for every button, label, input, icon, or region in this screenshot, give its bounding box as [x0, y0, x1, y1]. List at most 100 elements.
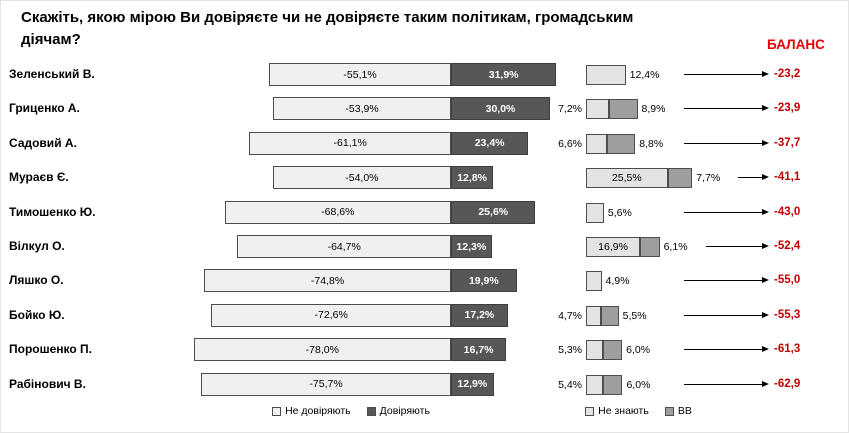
- legend-item-dont-know: Не знають: [585, 405, 649, 417]
- balance-value: -41,1: [774, 171, 801, 184]
- dont-know-label: 6,6%: [558, 137, 582, 150]
- dont-know-segment: [586, 374, 604, 395]
- politician-name: Вілкул О.: [9, 239, 65, 253]
- arrow-icon: [684, 208, 769, 215]
- vv-label: 8,9%: [641, 103, 666, 116]
- politician-name: Тимошенко Ю.: [9, 204, 96, 219]
- trust-bar: 12,8%: [451, 166, 494, 190]
- dont-know-segment: 16,9%: [586, 237, 641, 257]
- dont-know-label: 4,7%: [558, 309, 582, 322]
- arrow-icon: [684, 277, 769, 284]
- legend-label-trust: Довіряють: [379, 405, 430, 417]
- dont-know-label: 5,6%: [607, 206, 632, 219]
- chart-row: Садовий А. -61,1% 23,4% 6,6% 8,8% -37,7: [1, 127, 848, 161]
- distrust-swatch: [272, 406, 282, 416]
- vv-label: 7,7%: [696, 172, 721, 185]
- trust-bar: 31,9%: [451, 63, 557, 86]
- legend-item-distrust: Не довіряють: [272, 405, 351, 417]
- dont-know-segment: [586, 202, 604, 223]
- dont-know-label: 5,4%: [558, 378, 582, 391]
- dont-know-label: 5,3%: [558, 344, 582, 357]
- chart-row: Рабінович В. -75,7% 12,9% 5,4% 6,0% -62,9: [1, 368, 848, 402]
- distrust-bar: -75,7%: [201, 372, 451, 396]
- vv-swatch: [664, 406, 674, 416]
- legend-item-trust: Довіряють: [366, 405, 430, 417]
- dont-know-label: 12,4%: [629, 69, 660, 81]
- politician-name: Рабінович В.: [9, 376, 86, 391]
- dont-know-segment: [586, 65, 626, 85]
- arrow-icon: [705, 243, 770, 249]
- vv-label: 6,1%: [663, 241, 688, 253]
- balance-value: -37,7: [774, 136, 801, 149]
- vv-segment: [603, 374, 623, 395]
- politician-name: Бойко Ю.: [9, 307, 65, 322]
- distrust-bar: -78,0%: [193, 338, 451, 362]
- arrow-icon: [684, 346, 769, 353]
- distrust-bar: -53,9%: [273, 97, 451, 121]
- legend-label-dont-know: Не знають: [598, 405, 649, 417]
- politician-name: Садовий А.: [9, 135, 77, 150]
- trust-bar: 16,7%: [451, 338, 507, 362]
- balance-value: -55,3: [774, 308, 801, 321]
- trust-bar: 30,0%: [451, 97, 550, 121]
- distrust-bar: -64,7%: [237, 235, 451, 258]
- chart-row: Бойко Ю. -72,6% 17,2% 4,7% 5,5% -55,3: [1, 299, 848, 333]
- balance-value: -55,0: [774, 274, 801, 287]
- chart-row: Порошенко П. -78,0% 16,7% 5,3% 6,0% -61,3: [1, 333, 848, 367]
- vv-label: 5,5%: [622, 309, 647, 322]
- dont-know-label: 4,9%: [605, 275, 630, 288]
- arrow-icon: [684, 105, 769, 112]
- distrust-bar: -72,6%: [211, 303, 451, 327]
- dont-know-segment: [586, 305, 602, 326]
- balance-value: -52,4: [774, 240, 801, 252]
- legend-left: Не довіряють Довіряють: [236, 405, 466, 417]
- vv-segment: [602, 340, 623, 361]
- distrust-bar: -55,1%: [269, 63, 451, 86]
- arrow-icon: [738, 174, 769, 181]
- balance-header: БАЛАНС: [767, 37, 825, 52]
- politician-name: Зеленський В.: [9, 67, 95, 81]
- legend-label-vv: ВВ: [677, 405, 692, 417]
- politician-name: Порошенко П.: [9, 342, 93, 357]
- chart-row: Вілкул О. -64,7% 12,3% 16,9% 6,1% -52,4: [1, 230, 848, 264]
- dont-know-segment: [586, 133, 608, 154]
- trust-bar: 12,9%: [451, 372, 494, 396]
- distrust-bar: -68,6%: [224, 200, 451, 224]
- balance-value: -23,2: [774, 68, 801, 80]
- vv-segment: [601, 305, 619, 326]
- dont-know-segment: [586, 271, 602, 292]
- politician-name: Гриценко А.: [9, 101, 80, 116]
- trust-bar: 23,4%: [451, 131, 529, 155]
- chart-row: Мураєв Є. -54,0% 12,8% 25,5% 7,7% -41,1: [1, 161, 848, 195]
- chart-title: Скажіть, якою мірою Ви довіряєте чи не д…: [21, 9, 634, 48]
- vv-label: 8,8%: [639, 137, 664, 150]
- dont-know-segment: 25,5%: [586, 168, 668, 189]
- legend-right: Не знають ВВ: [576, 405, 701, 417]
- chart-row: Зеленський В. -55,1% 31,9% 12,4% -23,2: [1, 58, 848, 92]
- chart-row: Ляшко О. -74,8% 19,9% 4,9% -55,0: [1, 264, 848, 298]
- arrow-icon: [684, 311, 769, 318]
- vv-segment: [640, 237, 660, 257]
- distrust-bar: -54,0%: [272, 166, 451, 190]
- vv-segment: [607, 133, 636, 154]
- politician-name: Мураєв Є.: [9, 170, 69, 185]
- chart-row: Тимошенко Ю. -68,6% 25,6% 5,6% -43,0: [1, 196, 848, 230]
- politician-name: Ляшко О.: [9, 273, 64, 288]
- balance-value: -62,9: [774, 377, 801, 390]
- arrow-icon: [684, 380, 769, 387]
- dont-know-label: 7,2%: [558, 103, 582, 116]
- trust-bar: 17,2%: [451, 303, 508, 327]
- distrust-bar: -74,8%: [204, 269, 451, 293]
- distrust-bar: -61,1%: [249, 131, 451, 155]
- vv-segment: [609, 99, 638, 120]
- legend-item-vv: ВВ: [664, 405, 692, 417]
- legend-label-distrust: Не довіряють: [285, 405, 351, 417]
- dont-know-swatch: [585, 406, 595, 416]
- chart-row: Гриценко А. -53,9% 30,0% 7,2% 8,9% -23,9: [1, 92, 848, 126]
- trust-bar: 12,3%: [451, 235, 492, 258]
- vv-label: 6,0%: [626, 344, 651, 357]
- vv-label: 6,0%: [626, 378, 651, 391]
- balance-value: -23,9: [774, 102, 801, 115]
- balance-value: -43,0: [774, 205, 801, 218]
